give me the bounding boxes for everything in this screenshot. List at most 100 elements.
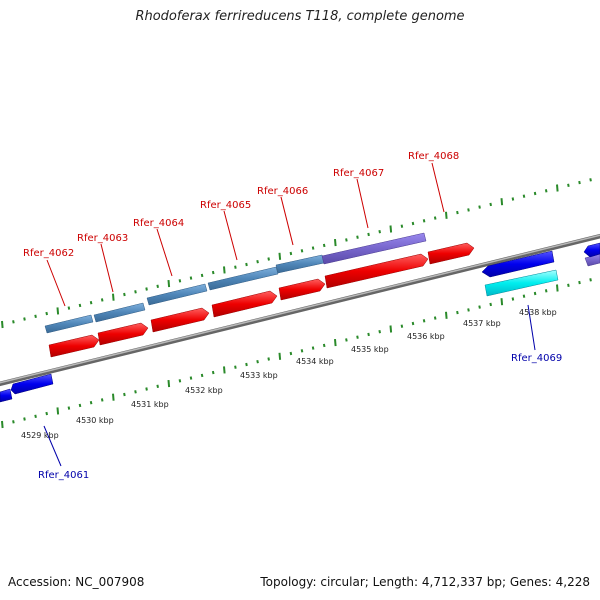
- minor-tick: [567, 183, 570, 187]
- minor-tick: [200, 273, 204, 278]
- minor-tick: [256, 260, 259, 264]
- minor-tick: [467, 208, 470, 212]
- minor-tick: [234, 265, 237, 269]
- cds-feature: [207, 266, 279, 291]
- minor-tick: [134, 390, 137, 394]
- gene-label[interactable]: Rfer_4064: [133, 218, 184, 229]
- minor-tick: [289, 351, 293, 356]
- minor-tick: [156, 284, 159, 288]
- accession-text: Accession: NC_007908: [8, 575, 145, 589]
- minor-tick: [478, 205, 481, 209]
- minor-tick: [456, 210, 459, 215]
- minor-tick: [544, 289, 548, 293]
- gene-label[interactable]: Rfer_4068: [408, 151, 459, 162]
- minor-tick: [567, 283, 570, 287]
- minor-tick: [145, 287, 148, 291]
- minor-tick: [89, 301, 93, 305]
- minor-tick: [189, 276, 193, 280]
- minor-tick: [78, 303, 82, 308]
- minor-tick: [322, 243, 326, 248]
- minor-tick: [23, 417, 26, 421]
- minor-tick: [311, 246, 315, 250]
- major-tick: [278, 352, 282, 360]
- minor-tick: [411, 321, 415, 326]
- minor-tick: [489, 302, 492, 307]
- minor-tick: [45, 411, 48, 416]
- gene-arrow: [583, 242, 600, 258]
- reverse-gene-track: [0, 242, 600, 403]
- gene-label[interactable]: Rfer_4062: [23, 248, 74, 259]
- minor-tick: [12, 320, 15, 324]
- cds-feature: [321, 232, 427, 265]
- kbp-label: 4537 kbp: [463, 319, 501, 328]
- minor-tick: [256, 360, 259, 364]
- gene-label[interactable]: Rfer_4069: [511, 353, 562, 364]
- minor-tick: [422, 319, 426, 323]
- minor-tick: [100, 298, 104, 302]
- cds-feature: [275, 254, 325, 274]
- major-tick: [167, 380, 171, 388]
- minor-tick: [578, 180, 581, 185]
- gene-label[interactable]: Rfer_4063: [77, 233, 128, 244]
- minor-tick: [245, 262, 248, 267]
- minor-tick: [511, 297, 515, 301]
- minor-tick: [411, 221, 415, 226]
- minor-tick: [311, 346, 315, 350]
- reverse-gene-labels: Rfer_4061 Rfer_4069: [38, 353, 562, 481]
- minor-tick: [467, 308, 470, 312]
- cds-feature: [44, 314, 94, 334]
- major-tick: [112, 293, 115, 301]
- minor-tick: [345, 338, 348, 342]
- gene-arrow: [278, 278, 326, 301]
- minor-tick: [211, 370, 215, 375]
- minor-tick: [34, 314, 37, 318]
- major-tick: [334, 239, 337, 247]
- minor-tick: [300, 349, 304, 353]
- gene-arrow: [211, 290, 278, 318]
- minor-tick: [267, 357, 270, 361]
- cds-feature: [484, 269, 559, 297]
- minor-tick: [456, 310, 459, 315]
- cds-feature: [93, 302, 146, 323]
- major-tick: [167, 280, 171, 288]
- minor-tick: [378, 330, 381, 334]
- kbp-label: 4529 kbp: [21, 431, 59, 440]
- minor-tick: [178, 379, 182, 383]
- minor-tick: [533, 291, 537, 296]
- minor-tick: [189, 376, 193, 380]
- gene-label[interactable]: Rfer_4065: [200, 200, 251, 211]
- minor-tick: [322, 343, 326, 348]
- forward-gene-track: [48, 242, 475, 358]
- minor-tick: [78, 403, 82, 408]
- minor-tick: [34, 414, 37, 418]
- kbp-label: 4531 kbp: [131, 400, 169, 409]
- gene-label[interactable]: Rfer_4067: [333, 168, 384, 179]
- kbp-label: 4533 kbp: [240, 371, 278, 380]
- gene-label[interactable]: Rfer_4066: [257, 186, 308, 197]
- major-tick: [500, 198, 504, 206]
- cds-feature: [146, 283, 208, 306]
- minor-tick: [533, 191, 537, 196]
- minor-tick: [200, 373, 204, 378]
- major-tick: [334, 339, 337, 347]
- major-tick: [556, 184, 559, 192]
- minor-tick: [511, 197, 515, 201]
- minor-tick: [378, 230, 381, 234]
- major-tick: [1, 420, 4, 429]
- kbp-label: 4535 kbp: [351, 345, 389, 354]
- gene-arrow: [324, 253, 429, 289]
- label-leaders: [43, 162, 536, 467]
- minor-tick: [433, 316, 437, 320]
- minor-tick: [12, 420, 15, 424]
- gene-label[interactable]: Rfer_4061: [38, 470, 89, 481]
- minor-tick: [578, 280, 581, 285]
- minor-tick: [89, 401, 93, 405]
- genome-summary-text: Topology: circular; Length: 4,712,337 bp…: [260, 575, 590, 589]
- minor-tick: [145, 387, 148, 391]
- major-tick: [445, 311, 448, 319]
- minor-tick: [422, 219, 426, 223]
- gene-arrow: [97, 322, 149, 346]
- minor-tick: [23, 317, 26, 321]
- genome-backbone: [0, 233, 600, 387]
- forward-tick-row: [1, 178, 592, 329]
